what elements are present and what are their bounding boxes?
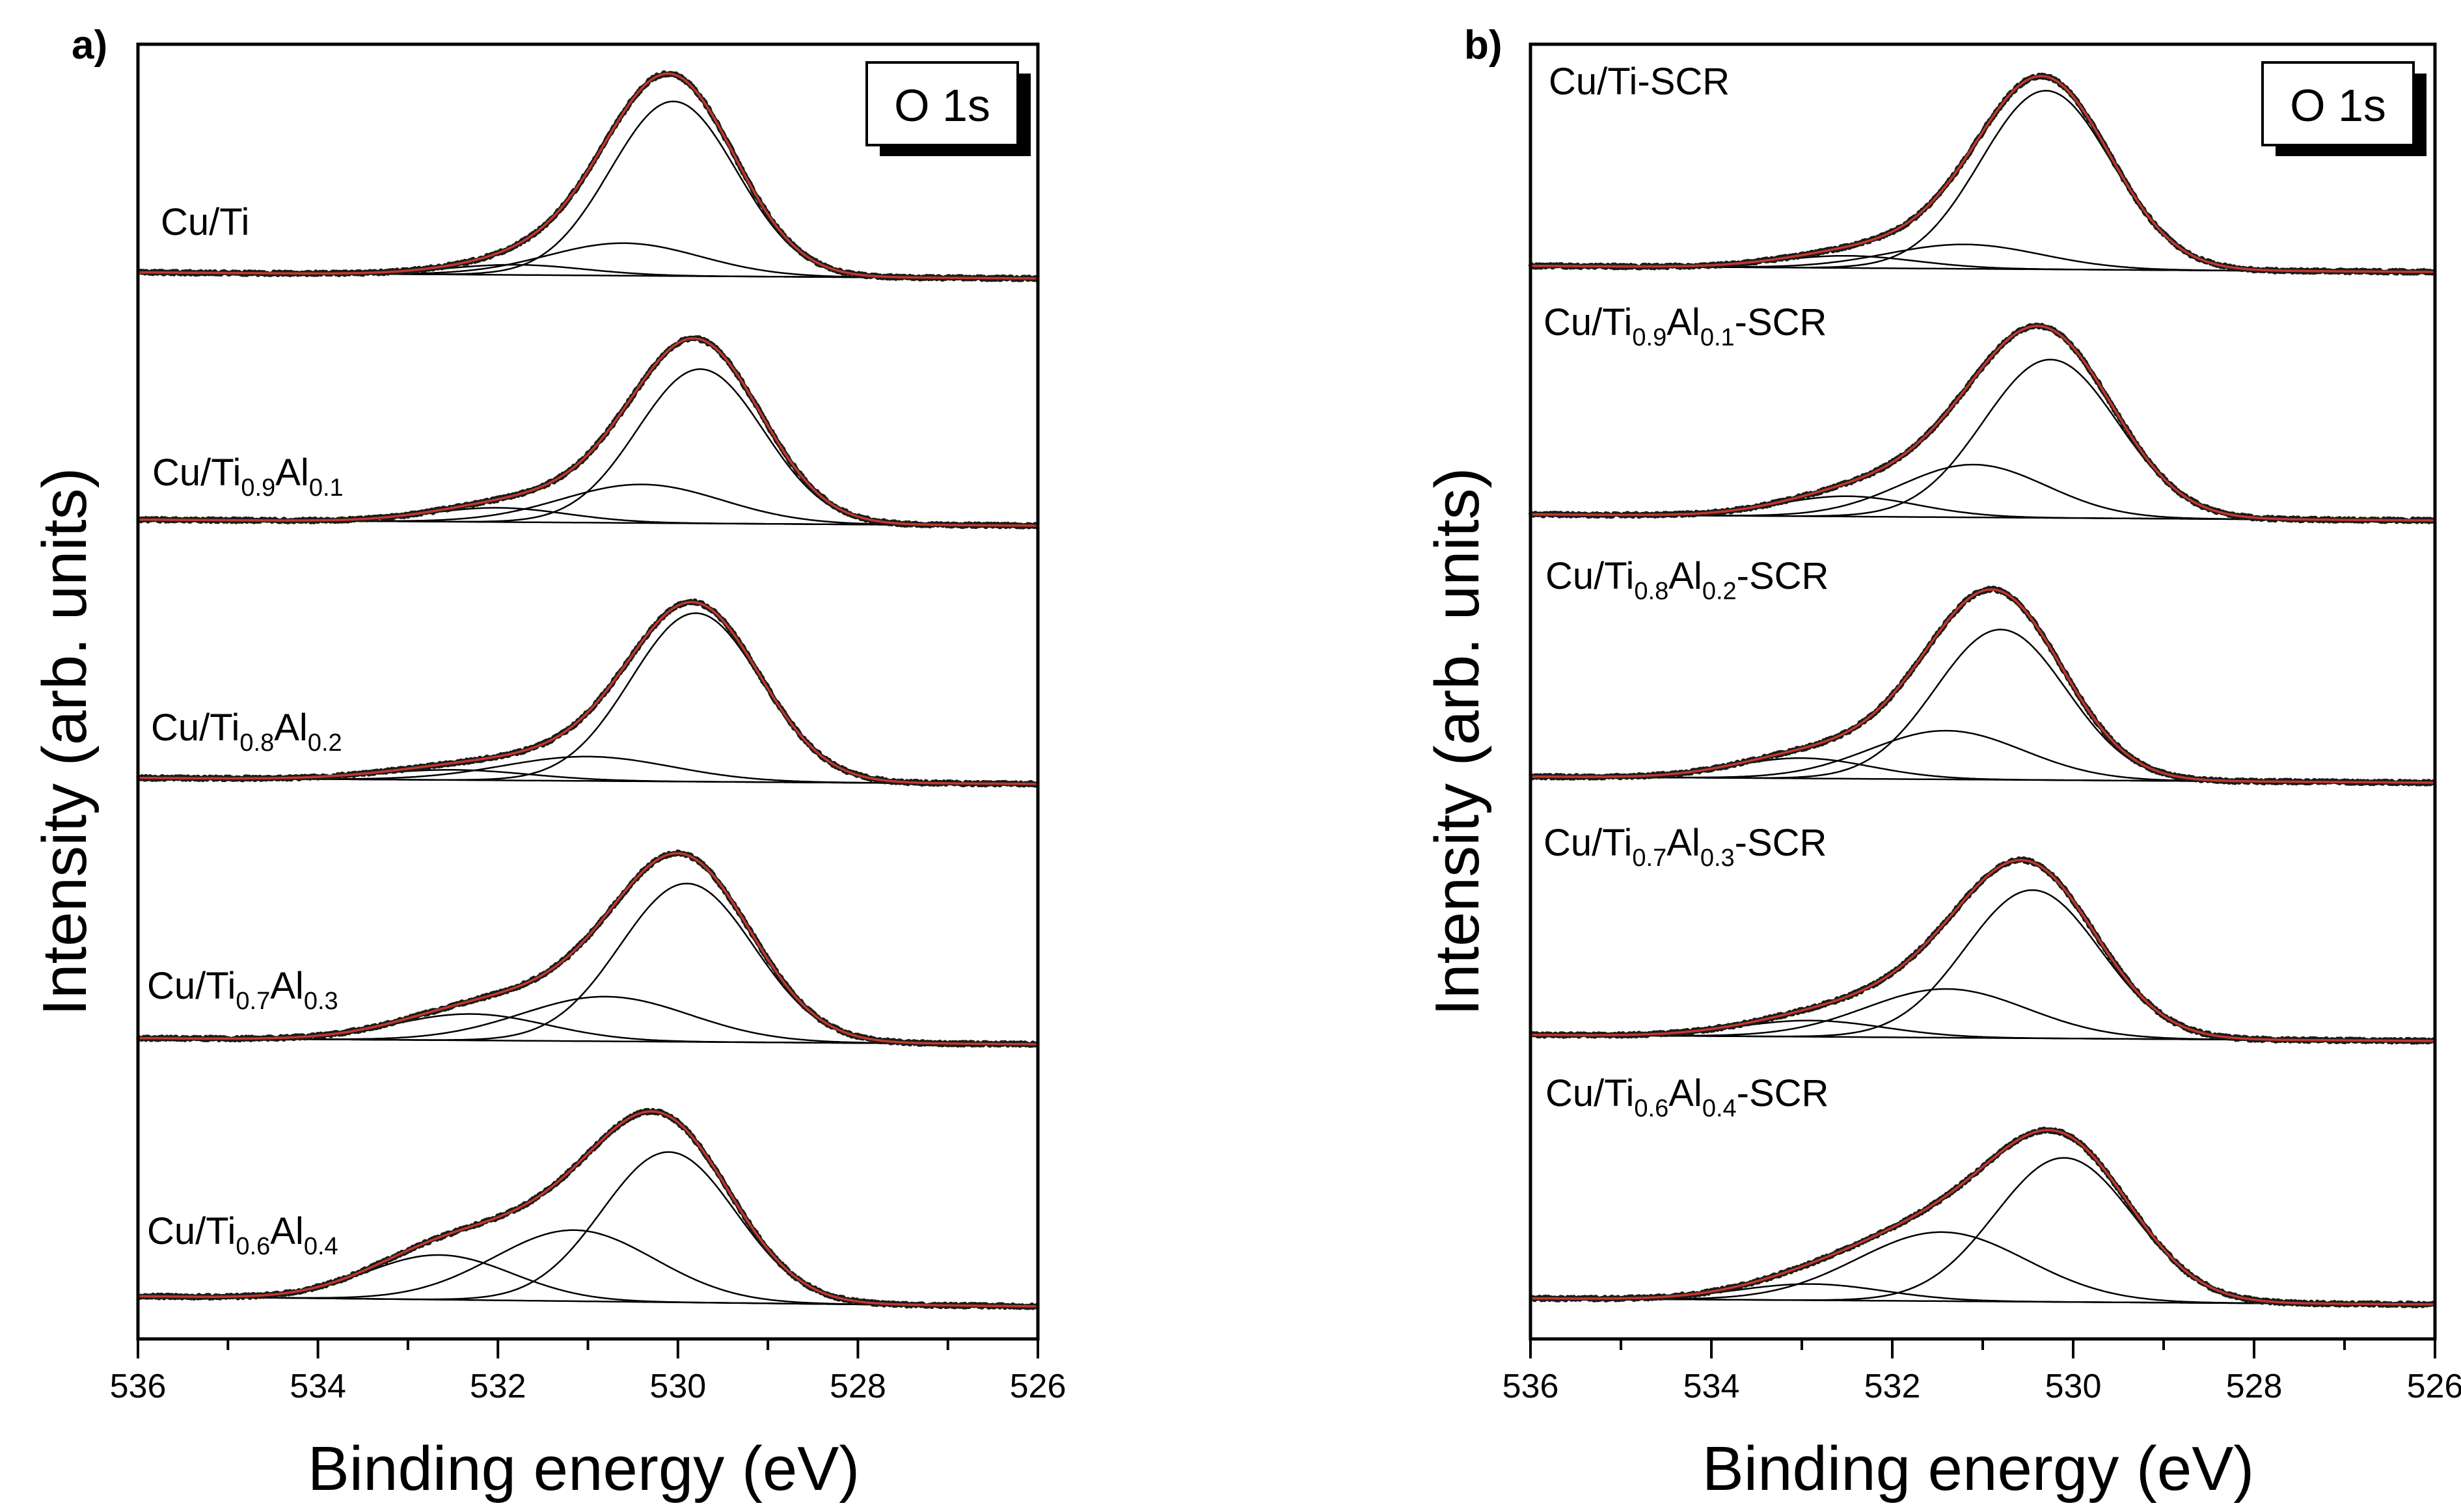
x-tick-label: 536 <box>1502 1368 1559 1405</box>
panel-a-frame <box>136 42 1040 1341</box>
spectrum-label-cu-ti-scr: Cu/Ti-SCR <box>1549 61 1730 103</box>
panel-b-letter: b) <box>1464 23 1502 68</box>
fitted-envelope-cu-ti0-8al0-2 <box>137 601 1038 785</box>
panel-b-badge-text: O 1s <box>2290 80 2386 131</box>
spectrum-label-cu-ti0-6al0-4-scr: Cu/Ti0.6Al0.4-SCR <box>1545 1072 1829 1122</box>
x-tick-label: 528 <box>2226 1368 2283 1405</box>
x-tick-label: 536 <box>110 1368 167 1405</box>
x-tick-label: 526 <box>2407 1368 2461 1405</box>
spectrum-label-cu-ti0-8al0-2-scr: Cu/Ti0.8Al0.2-SCR <box>1545 555 1829 605</box>
panel-b-traces <box>1528 72 2437 1308</box>
fitted-envelope-cu-ti0-9al0-1-scr <box>1530 325 2435 522</box>
fitted-envelope-cu-ti0-7al0-3-scr <box>1530 859 2435 1042</box>
fitted-envelope-cu-ti0-6al0-4 <box>138 1110 1038 1308</box>
panel-a-labels: Cu/Ti Cu/Ti0.9Al0.1 Cu/Ti0.8Al0.2 Cu/Ti0.7A… <box>147 201 344 1260</box>
fitted-envelope-cu-ti-scr <box>1530 75 2435 273</box>
x-tick-label: 534 <box>1683 1368 1740 1405</box>
fitted-envelope-cu-ti0-7al0-3 <box>137 852 1038 1046</box>
x-tick-label: 526 <box>1010 1368 1067 1405</box>
panel-b-ticks: 536 534 532 530 528 526 <box>1502 1339 2461 1405</box>
fitted-envelope-cu-ti0-8al0-2-scr <box>1530 588 2435 784</box>
x-tick-label: 532 <box>1864 1368 1921 1405</box>
panel-a-y-axis-title: Intensity (arb. units) <box>30 468 100 1016</box>
x-tick-label: 528 <box>830 1368 886 1405</box>
x-tick-label: 530 <box>649 1368 706 1405</box>
spectrum-label-cu-ti0-7al0-3: Cu/Ti0.7Al0.3 <box>147 965 338 1015</box>
spectrum-label-cu-ti0-9al0-1: Cu/Ti0.9Al0.1 <box>152 452 344 502</box>
panel-a: a) Intensity (arb. units) Binding energy… <box>30 23 1066 1504</box>
panel-a-letter: a) <box>72 23 107 68</box>
x-tick-label: 534 <box>290 1368 346 1405</box>
panel-a-traces <box>135 70 1040 1310</box>
panel-b-x-axis-title: Binding energy (eV) <box>1702 1434 2254 1504</box>
x-tick-label: 530 <box>2045 1368 2102 1405</box>
panel-a-x-axis-title: Binding energy (eV) <box>308 1434 860 1504</box>
fitted-envelope-cu-ti0-9al0-1 <box>137 337 1038 527</box>
x-tick-label: 532 <box>470 1368 526 1405</box>
panel-a-badge-text: O 1s <box>894 80 990 131</box>
fitted-envelope-cu-ti0-6al0-4-scr <box>1530 1129 2435 1306</box>
spectrum-label-cu-ti0-8al0-2: Cu/Ti0.8Al0.2 <box>151 707 342 757</box>
panel-b-labels: Cu/Ti-SCR Cu/Ti0.9Al0.1-SCR Cu/Ti0.8Al0.2-… <box>1543 61 1829 1122</box>
panel-a-ticks: 536 534 532 530 528 526 <box>110 1339 1067 1405</box>
spectrum-label-cu-ti0-6al0-4: Cu/Ti0.6Al0.4 <box>147 1210 338 1260</box>
panel-b-frame <box>1529 42 2437 1341</box>
panel-b: b) Intensity (arb. units) Binding energy… <box>1422 23 2461 1504</box>
panel-a-badge: O 1s <box>865 61 1031 156</box>
fitted-envelope-cu-ti <box>137 72 1038 280</box>
panel-b-badge: O 1s <box>2261 61 2427 156</box>
spectrum-label-cu-ti0-9al0-1-scr: Cu/Ti0.9Al0.1-SCR <box>1543 301 1827 351</box>
spectrum-label-cu-ti: Cu/Ti <box>161 201 249 243</box>
panel-b-y-axis-title: Intensity (arb. units) <box>1422 468 1492 1016</box>
spectrum-label-cu-ti0-7al0-3-scr: Cu/Ti0.7Al0.3-SCR <box>1543 822 1827 872</box>
